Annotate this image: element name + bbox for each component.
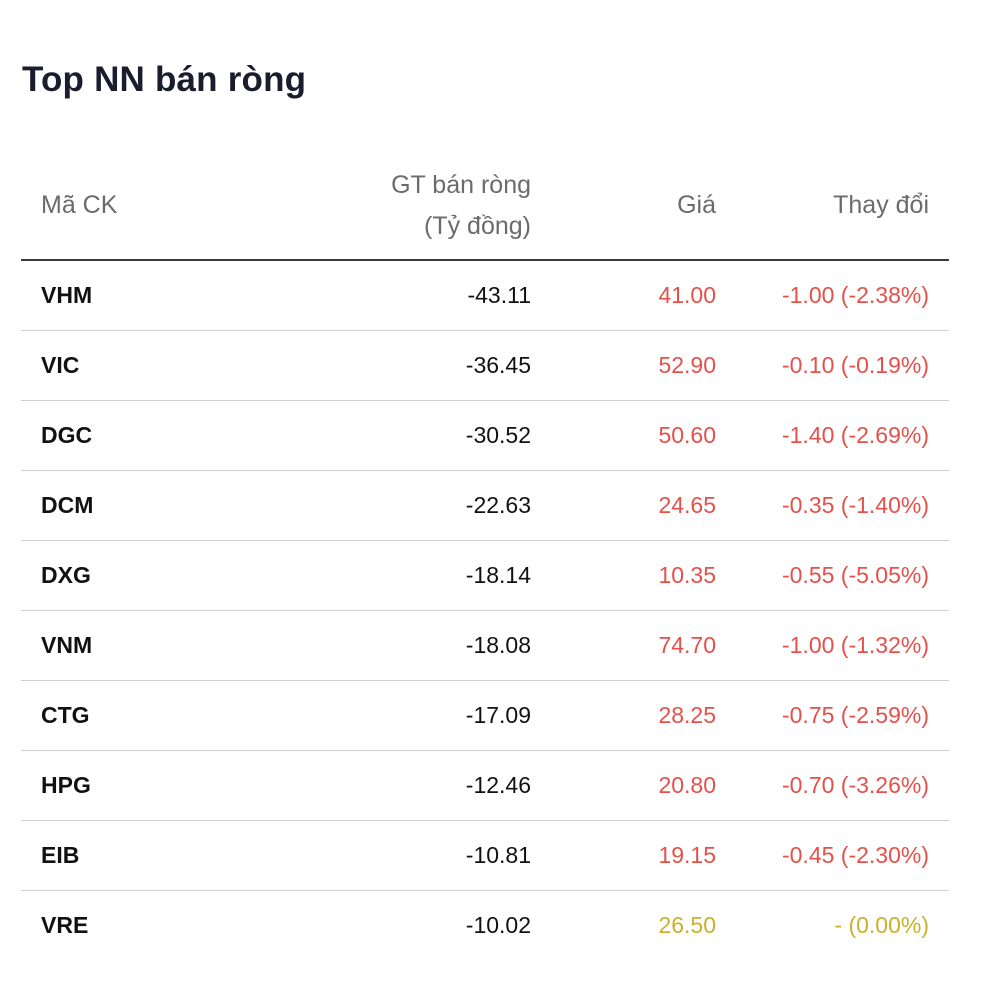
net-sell-value: -12.46: [221, 750, 531, 821]
table-row[interactable]: VHM -43.11 41.00 -1.00 (-2.38%): [21, 260, 949, 331]
stock-code[interactable]: CTG: [21, 680, 221, 751]
change-value: -1.00 (-2.38%): [716, 260, 949, 331]
change-value: -0.45 (-2.30%): [716, 820, 949, 891]
price-value: 10.35: [531, 540, 716, 611]
table-row[interactable]: DXG -18.14 10.35 -0.55 (-5.05%): [21, 540, 949, 611]
net-sell-value: -43.11: [221, 260, 531, 331]
change-value: -0.75 (-2.59%): [716, 680, 949, 751]
price-value: 74.70: [531, 610, 716, 681]
table-row[interactable]: DCM -22.63 24.65 -0.35 (-1.40%): [21, 470, 949, 541]
net-sell-value: -10.02: [465, 912, 531, 938]
column-header-change: Thay đổi: [716, 152, 949, 261]
stock-code[interactable]: DCM: [21, 470, 221, 541]
net-sell-value: -36.45: [221, 330, 531, 401]
change-value: -0.70 (-3.26%): [716, 750, 949, 821]
price-value: 41.00: [531, 260, 716, 331]
net-sell-value: -30.52: [221, 400, 531, 471]
stock-code[interactable]: VHM: [21, 260, 221, 331]
panel-title: Top NN bán ròng: [22, 60, 307, 99]
price-value: 52.90: [531, 330, 716, 401]
net-sell-value: -18.14: [221, 540, 531, 611]
change-value: -0.55 (-5.05%): [716, 540, 949, 611]
price-value: 50.60: [531, 400, 716, 471]
price-value: 28.25: [531, 680, 716, 751]
net-sell-value: -22.63: [221, 470, 531, 541]
table-row[interactable]: CTG -17.09 28.25 -0.75 (-2.59%): [21, 680, 949, 751]
stock-code[interactable]: DGC: [21, 400, 221, 471]
column-header-net-value-unit: (Tỷ đồng): [424, 211, 531, 240]
table-row[interactable]: DGC -30.52 50.60 -1.40 (-2.69%): [21, 400, 949, 471]
change-value: -0.10 (-0.19%): [716, 330, 949, 401]
column-header-net-value: GT bán ròng (Tỷ đồng): [221, 152, 531, 261]
stock-code[interactable]: VIC: [21, 330, 221, 401]
change-value: -0.35 (-1.40%): [716, 470, 949, 541]
net-sell-value: -17.09: [221, 680, 531, 751]
price-value: 19.15: [531, 820, 716, 891]
column-header-price: Giá: [531, 152, 716, 261]
table-row[interactable]: HPG -12.46 20.80 -0.70 (-3.26%): [21, 750, 949, 821]
table-row[interactable]: VRE -10.02 26.50 - (0.00%): [21, 891, 949, 961]
change-value: -1.40 (-2.69%): [716, 400, 949, 471]
net-selling-table: Mã CK GT bán ròng (Tỷ đồng) Giá Thay đổi…: [21, 152, 949, 960]
net-sell-value: -10.81: [221, 820, 531, 891]
price-value: 26.50: [658, 912, 716, 938]
table-header-row: Mã CK GT bán ròng (Tỷ đồng) Giá Thay đổi: [21, 152, 949, 261]
stock-code[interactable]: HPG: [21, 750, 221, 821]
stock-code[interactable]: VRE: [41, 912, 89, 938]
change-value: -1.00 (-1.32%): [716, 610, 949, 681]
stock-code[interactable]: DXG: [21, 540, 221, 611]
table-body: VHM -43.11 41.00 -1.00 (-2.38%) VIC -36.45 52.…: [21, 260, 949, 960]
price-value: 24.65: [531, 470, 716, 541]
stock-code[interactable]: VNM: [21, 610, 221, 681]
column-header-code: Mã CK: [21, 152, 221, 261]
table-row[interactable]: VIC -36.45 52.90 -0.10 (-0.19%): [21, 330, 949, 401]
price-value: 20.80: [531, 750, 716, 821]
table-row[interactable]: EIB -10.81 19.15 -0.45 (-2.30%): [21, 820, 949, 891]
net-sell-value: -18.08: [221, 610, 531, 681]
column-header-net-value-line1: GT bán ròng: [391, 170, 531, 199]
table-row[interactable]: VNM -18.08 74.70 -1.00 (-1.32%): [21, 610, 949, 681]
change-value: - (0.00%): [834, 912, 929, 938]
stock-code[interactable]: EIB: [21, 820, 221, 891]
